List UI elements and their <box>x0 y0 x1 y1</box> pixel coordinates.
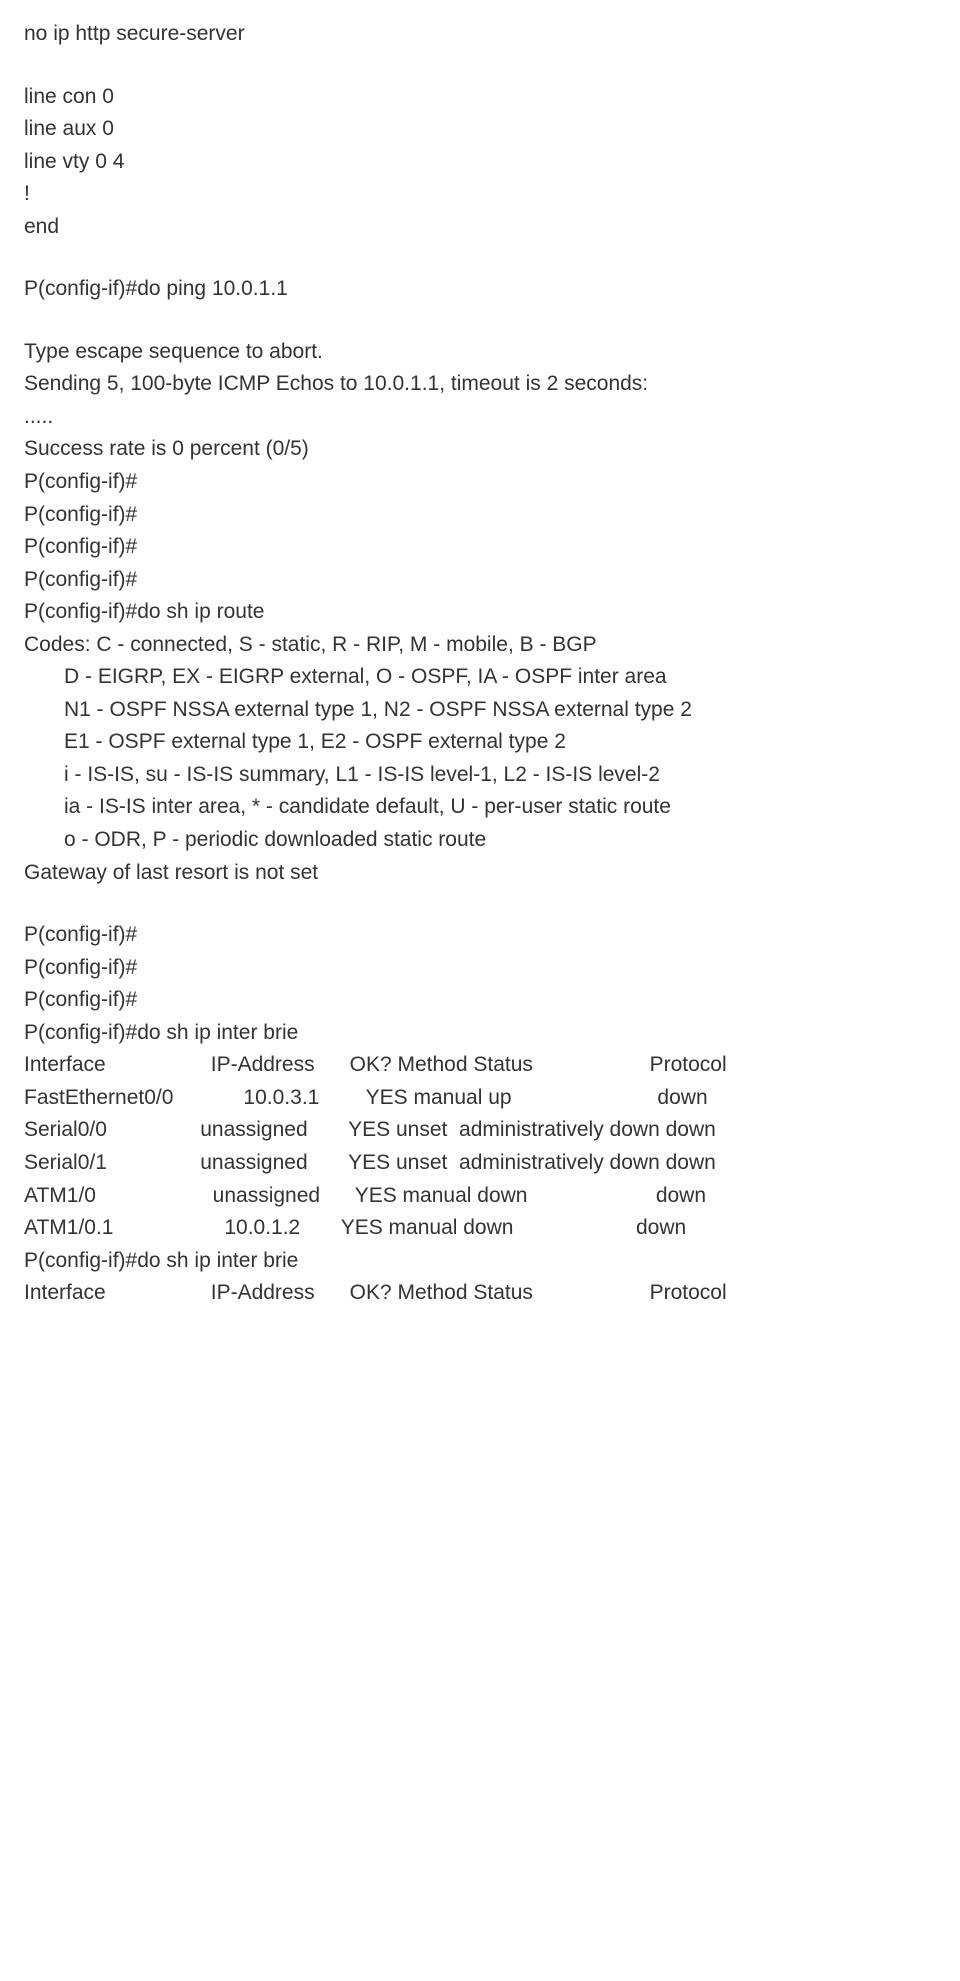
intbrief-row: ATM1/0.1 10.0.1.2 YES manual down down <box>24 1212 936 1245</box>
intbrief-row: Serial0/0 unassigned YES unset administr… <box>24 1114 936 1147</box>
intbrief-row: Serial0/1 unassigned YES unset administr… <box>24 1147 936 1180</box>
prompt: P(config-if)# <box>24 984 936 1017</box>
prompt: P(config-if)# <box>24 564 936 597</box>
ping-dots: ..... <box>24 401 936 434</box>
intbrief-header: Interface IP-Address OK? Method Status P… <box>24 1049 936 1082</box>
spacer <box>24 889 936 919</box>
ping-result: Success rate is 0 percent (0/5) <box>24 433 936 466</box>
route-codes: N1 - OSPF NSSA external type 1, N2 - OSP… <box>24 694 936 727</box>
spacer <box>24 243 936 273</box>
route-codes: i - IS-IS, su - IS-IS summary, L1 - IS-I… <box>24 759 936 792</box>
cfg-line: end <box>24 211 936 244</box>
intbrief-cmd: P(config-if)#do sh ip inter brie <box>24 1017 936 1050</box>
route-codes: D - EIGRP, EX - EIGRP external, O - OSPF… <box>24 661 936 694</box>
cfg-line: line vty 0 4 <box>24 146 936 179</box>
cfg-line: ! <box>24 178 936 211</box>
prompt: P(config-if)# <box>24 952 936 985</box>
spacer <box>24 306 936 336</box>
intbrief-row: ATM1/0 unassigned YES manual down down <box>24 1180 936 1213</box>
prompt: P(config-if)# <box>24 919 936 952</box>
route-gateway: Gateway of last resort is not set <box>24 857 936 890</box>
route-codes: E1 - OSPF external type 1, E2 - OSPF ext… <box>24 726 936 759</box>
intbrief-row: FastEthernet0/0 10.0.3.1 YES manual up d… <box>24 1082 936 1115</box>
ping-cmd: P(config-if)#do ping 10.0.1.1 <box>24 273 936 306</box>
intbrief-header: Interface IP-Address OK? Method Status P… <box>24 1277 936 1310</box>
prompt: P(config-if)# <box>24 499 936 532</box>
prompt: P(config-if)# <box>24 531 936 564</box>
route-cmd: P(config-if)#do sh ip route <box>24 596 936 629</box>
spacer <box>24 51 936 81</box>
prompt: P(config-if)# <box>24 466 936 499</box>
cfg-line: line con 0 <box>24 81 936 114</box>
route-codes: ia - IS-IS inter area, * - candidate def… <box>24 791 936 824</box>
cfg-line: no ip http secure-server <box>24 18 936 51</box>
intbrief-cmd: P(config-if)#do sh ip inter brie <box>24 1245 936 1278</box>
route-codes: Codes: C - connected, S - static, R - RI… <box>24 629 936 662</box>
cfg-line: line aux 0 <box>24 113 936 146</box>
ping-send: Sending 5, 100-byte ICMP Echos to 10.0.1… <box>24 368 936 401</box>
ping-escape: Type escape sequence to abort. <box>24 336 936 369</box>
route-codes: o - ODR, P - periodic downloaded static … <box>24 824 936 857</box>
